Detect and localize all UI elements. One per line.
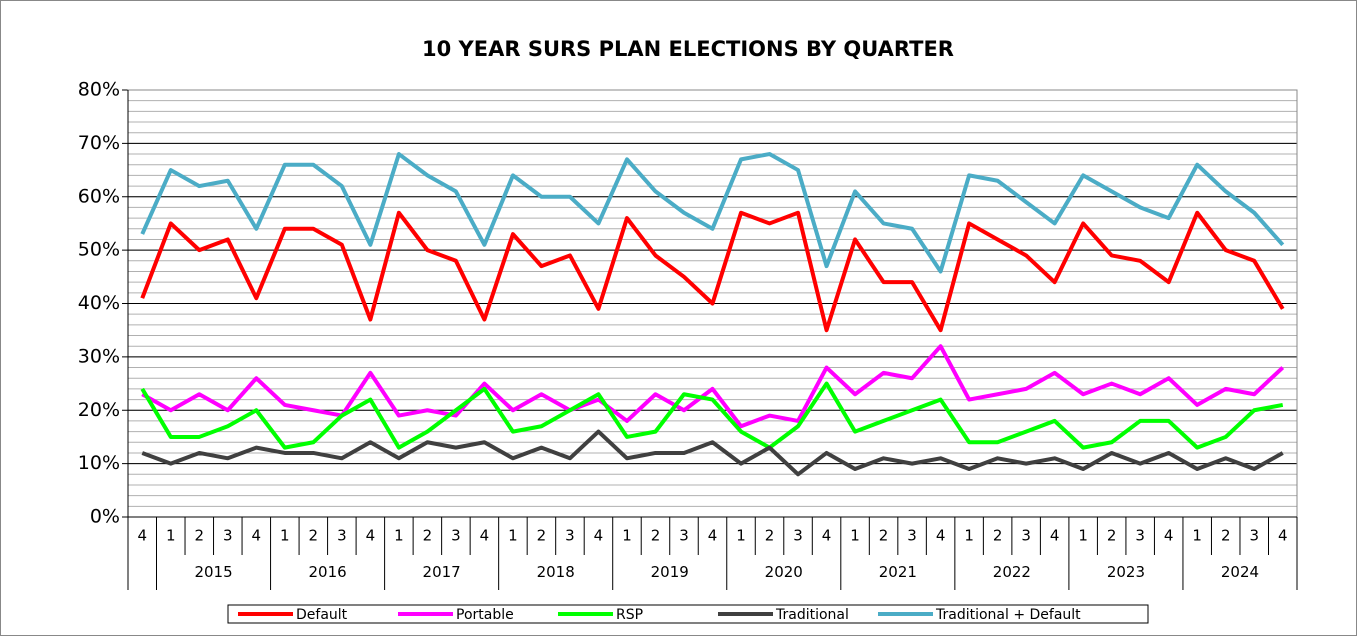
x-tick-label: 3 [223,527,233,545]
group-label: 2016 [308,563,346,581]
series-line [140,210,1285,333]
group-label: 2015 [194,563,232,581]
x-tick-label: 2 [1107,527,1117,545]
x-tick-label: 1 [394,527,404,545]
x-tick-label: 1 [736,527,746,545]
x-tick-label: 2 [537,527,547,545]
x-tick-label: 3 [337,527,347,545]
x-tick-label: 3 [679,527,689,545]
x-tick-label: 3 [451,527,461,545]
group-label: 2019 [651,563,689,581]
group-label: 2024 [1221,563,1259,581]
x-tick-label: 1 [1192,527,1202,545]
x-tick-label: 4 [822,527,832,545]
x-tick-label: 2 [309,527,319,545]
legend-box [227,604,1149,624]
y-tick-label: 70% [78,132,120,154]
x-tick-label: 4 [936,527,946,545]
x-tick-label: 2 [423,527,433,545]
y-tick-label: 20% [78,399,120,421]
x-tick-label: 1 [1078,527,1088,545]
x-tick-label: 1 [964,527,974,545]
y-tick-label: 80% [78,79,120,101]
group-label: 2018 [537,563,575,581]
x-tick-label: 1 [508,527,518,545]
series-line [141,429,1284,477]
x-tick-label: 3 [1021,527,1031,545]
y-tick-label: 40% [78,292,120,314]
x-tick-label: 2 [195,527,205,545]
x-tick-label: 4 [366,527,376,545]
legend-label: Default [296,607,348,623]
x-tick-label: 3 [793,527,803,545]
y-tick-label: 0% [90,506,120,528]
group-label: 2022 [993,563,1031,581]
x-tick-label: 4 [708,527,718,545]
x-tick-label: 2 [651,527,661,545]
x-tick-label: 1 [622,527,632,545]
series-line [140,381,1284,450]
group-label: 2017 [423,563,461,581]
group-label: 2023 [1107,563,1145,581]
y-tick-label: 50% [78,239,120,261]
x-tick-label: 2 [879,527,889,545]
x-tick-label: 4 [480,527,490,545]
legend-label: Traditional [775,607,849,623]
y-tick-label: 60% [78,185,120,207]
x-tick-label: 2 [993,527,1003,545]
x-tick-label: 3 [565,527,575,545]
x-tick-label: 3 [1249,527,1259,545]
y-tick-label: 30% [78,345,120,367]
legend-label: Traditional + Default [935,607,1081,623]
series-line [140,152,1285,274]
group-label: 2021 [879,563,917,581]
x-tick-label: 1 [850,527,860,545]
x-tick-label: 4 [137,527,147,545]
x-tick-label: 4 [1164,527,1174,545]
x-tick-label: 3 [907,527,917,545]
y-tick-label: 10% [78,452,120,474]
chart-title: 10 YEAR SURS PLAN ELECTIONS BY QUARTER [422,37,954,61]
x-tick-label: 1 [280,527,290,545]
x-tick-label: 4 [1278,527,1288,545]
x-tick-label: 2 [1221,527,1231,545]
series-line [141,344,1285,429]
x-tick-label: 3 [1135,527,1145,545]
x-tick-label: 4 [594,527,604,545]
x-tick-label: 4 [1050,527,1060,545]
group-label: 2020 [765,563,803,581]
x-tick-label: 1 [166,527,176,545]
legend-label: RSP [616,607,643,623]
x-tick-label: 2 [765,527,775,545]
legend-label: Portable [456,607,514,623]
x-tick-label: 4 [252,527,262,545]
